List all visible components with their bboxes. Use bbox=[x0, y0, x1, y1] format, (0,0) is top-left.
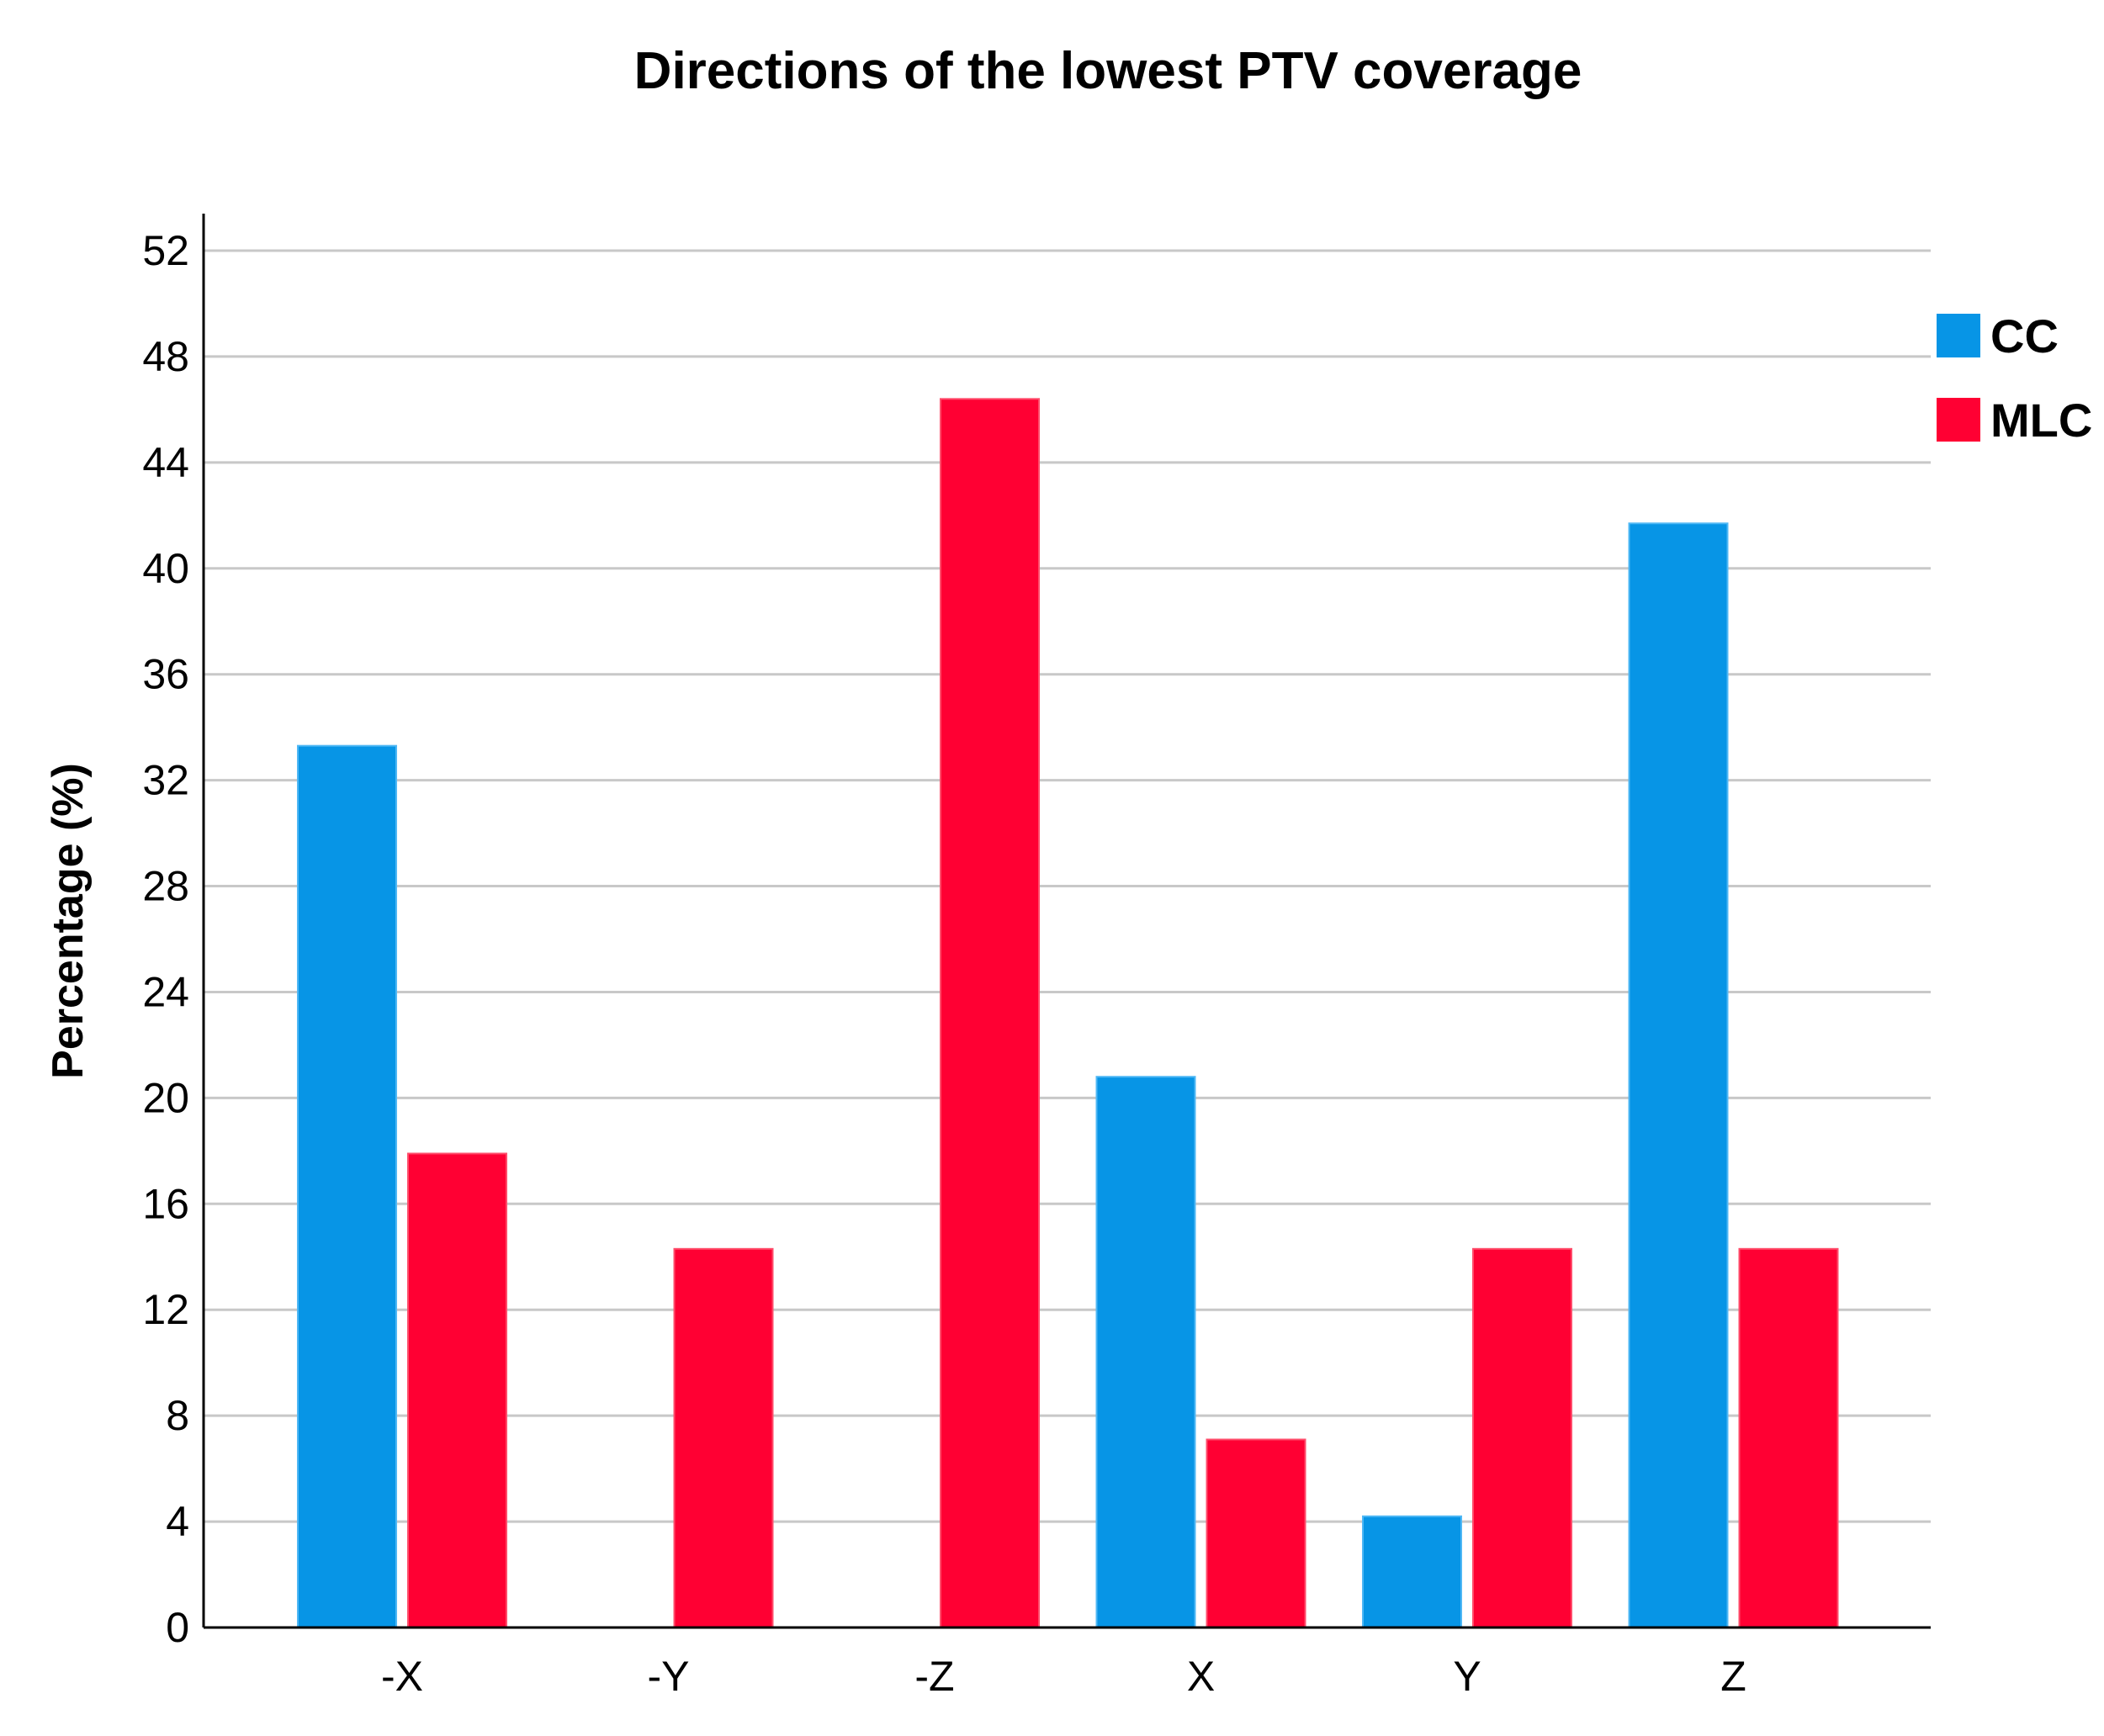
x-tick-label: X bbox=[1187, 1653, 1215, 1700]
y-tick-label: 40 bbox=[142, 545, 189, 592]
y-tick-label: 24 bbox=[142, 968, 189, 1015]
bar-mlc--Y bbox=[673, 1247, 774, 1628]
x-tick-labels: -X -Y -Z X Y Z bbox=[381, 1653, 1746, 1700]
y-tick-label: 52 bbox=[142, 227, 189, 274]
y-tick-label: 8 bbox=[166, 1392, 189, 1439]
chart-title: Directions of the lowest PTV coverage bbox=[634, 42, 1582, 100]
y-tick-label: 4 bbox=[166, 1498, 189, 1545]
legend-swatch-cc bbox=[1937, 314, 1980, 357]
bar-mlc-X bbox=[1206, 1438, 1306, 1629]
legend-label-mlc: MLC bbox=[1990, 394, 2092, 447]
y-tick-label: 28 bbox=[142, 863, 189, 910]
y-tick-label: 36 bbox=[142, 651, 189, 698]
y-tick-label: 32 bbox=[142, 757, 189, 804]
bar-cc--X bbox=[297, 744, 397, 1628]
y-axis-label: Percentage (%) bbox=[44, 763, 93, 1079]
x-tick-label: -Y bbox=[648, 1653, 690, 1700]
bar-cc-Y bbox=[1362, 1515, 1462, 1628]
y-tick-label: 16 bbox=[142, 1180, 189, 1227]
x-tick-label: Z bbox=[1720, 1653, 1746, 1700]
legend: CC MLC bbox=[1937, 310, 2092, 447]
x-tick-label: -Z bbox=[914, 1653, 954, 1700]
bar-mlc-Y bbox=[1472, 1247, 1572, 1628]
bar-cc-X bbox=[1095, 1076, 1196, 1628]
y-tick-label: 12 bbox=[142, 1286, 189, 1333]
bar-cc-Z bbox=[1628, 522, 1729, 1628]
bar-mlc--X bbox=[407, 1152, 507, 1629]
x-tick-label: -X bbox=[381, 1653, 423, 1700]
y-tick-label: 44 bbox=[142, 439, 189, 486]
bar-mlc--Z bbox=[940, 398, 1040, 1628]
y-tick-label: 48 bbox=[142, 333, 189, 380]
legend-swatch-mlc bbox=[1937, 398, 1980, 442]
legend-label-cc: CC bbox=[1990, 310, 2059, 363]
y-tick-label: 20 bbox=[142, 1074, 189, 1121]
y-tick-label: 0 bbox=[166, 1604, 189, 1651]
bar-mlc-Z bbox=[1738, 1247, 1839, 1628]
bars bbox=[297, 398, 1839, 1629]
x-tick-label: Y bbox=[1453, 1653, 1481, 1700]
